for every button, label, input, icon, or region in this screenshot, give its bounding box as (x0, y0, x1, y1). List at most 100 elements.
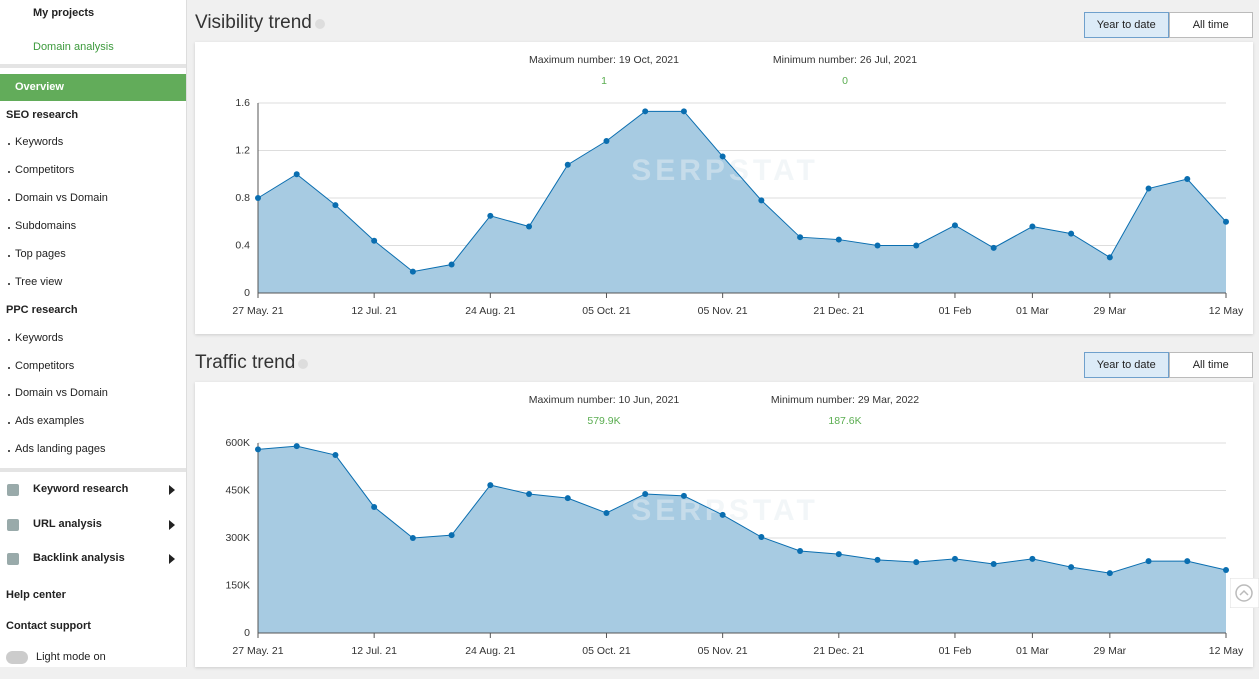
nav-item[interactable]: Contact support (6, 620, 91, 632)
button[interactable]: Year to date (1084, 352, 1169, 378)
button[interactable]: All time (1168, 352, 1253, 378)
point (332, 202, 339, 209)
point (951, 222, 958, 229)
annotation: Minimum number: 26 Jul, 2021 (773, 54, 917, 66)
point (371, 503, 378, 510)
icon (7, 553, 19, 565)
nav-item[interactable]: Tree view (15, 276, 63, 288)
icon (7, 484, 19, 496)
icon (7, 519, 19, 531)
point (1223, 566, 1229, 573)
arrow (169, 520, 175, 530)
area (258, 111, 1226, 293)
line (257, 110, 1227, 273)
point (874, 242, 881, 249)
x-tick-label: 05 Oct. 21 (582, 645, 631, 657)
y-tick-label: 0.8 (235, 192, 250, 204)
button[interactable]: All time (1168, 12, 1253, 38)
nav-item[interactable]: My projects (33, 7, 95, 19)
x-tick-label: 12 Jul. 21 (351, 305, 397, 317)
point (371, 237, 378, 244)
point (951, 555, 958, 562)
bullet (8, 171, 10, 173)
x-tick-label: 12 May (1209, 645, 1244, 657)
x-tick-label: 21 Dec. 21 (813, 305, 864, 317)
x-tick-label: 01 Mar (1016, 645, 1049, 657)
x-tick-label: 01 Feb (939, 645, 972, 657)
point (874, 556, 881, 563)
x-tick-label: 05 Oct. 21 (582, 305, 631, 317)
separator (0, 64, 186, 68)
y-tick-label: 150K (225, 579, 250, 591)
nav-item[interactable]: Help center (6, 589, 66, 601)
bullet (8, 255, 10, 257)
area (258, 446, 1226, 633)
button[interactable]: Year to date (1084, 12, 1169, 38)
point (758, 534, 765, 541)
annotation: Maximum number: 10 Jun, 2021 (529, 394, 680, 406)
info-icon (298, 359, 308, 369)
nav-item[interactable]: Domain vs Domain (15, 192, 108, 204)
nav-item[interactable]: Ads landing pages (15, 443, 106, 455)
nav-item[interactable]: Competitors (15, 164, 75, 176)
separator (0, 468, 186, 472)
point (1068, 230, 1075, 237)
point (293, 171, 300, 178)
nav-item[interactable]: Top pages (15, 248, 66, 260)
nav-item[interactable]: Light mode on (36, 651, 106, 663)
bullet (8, 339, 10, 341)
x-tick-label: 21 Dec. 21 (813, 645, 864, 657)
point (835, 236, 842, 243)
y-tick-label: 0 (244, 627, 250, 639)
toggle[interactable] (6, 651, 28, 664)
section-title[interactable]: PPC research (6, 304, 78, 316)
watermark: SERPSTAT (631, 154, 819, 187)
point (642, 490, 649, 497)
point (1184, 558, 1191, 565)
section-title[interactable]: SEO research (6, 109, 79, 121)
nav-active[interactable]: Overview (15, 81, 64, 93)
point (1184, 176, 1191, 182)
point (526, 490, 533, 497)
line (257, 445, 1227, 574)
point (1029, 555, 1036, 562)
nav-item[interactable]: Domain analysis (33, 41, 114, 53)
nav-item[interactable]: Keywords (15, 332, 64, 344)
x-tick-label: 01 Mar (1016, 305, 1049, 317)
point (526, 223, 533, 230)
point (487, 482, 494, 489)
nav-item[interactable]: Keywords (15, 136, 64, 148)
point (913, 242, 920, 249)
point (293, 443, 300, 450)
point (255, 195, 261, 201)
point (797, 547, 804, 554)
info-icon (315, 19, 325, 29)
nav-item[interactable]: Backlink analysis (33, 552, 125, 564)
x-tick-label: 29 Mar (1093, 645, 1126, 657)
active-bg (0, 74, 186, 101)
point (719, 153, 726, 160)
point (990, 560, 997, 567)
x-tick-label: 29 Mar (1093, 305, 1126, 317)
nav-item[interactable]: Keyword research (33, 483, 129, 495)
nav-item[interactable]: Ads examples (15, 415, 85, 427)
nav-item[interactable]: URL analysis (33, 518, 102, 530)
point (1223, 218, 1229, 225)
point (680, 108, 687, 115)
annotation: Maximum number: 19 Oct, 2021 (529, 54, 679, 66)
point (1068, 564, 1075, 571)
nav-item[interactable]: Subdomains (15, 220, 77, 232)
point (255, 446, 261, 453)
annotation-value: 579.9K (587, 415, 620, 427)
annotation-value: 1 (601, 75, 607, 87)
nav-item[interactable]: Competitors (15, 360, 75, 372)
bullet (8, 367, 10, 369)
point (448, 532, 455, 539)
x-tick-label: 01 Feb (939, 305, 972, 317)
y-tick-label: 1.6 (235, 97, 250, 109)
point (758, 197, 765, 204)
scroll-top[interactable] (1230, 578, 1259, 608)
point (603, 509, 610, 516)
nav-item[interactable]: Domain vs Domain (15, 387, 108, 399)
toggle-buttons: Year to date All time (1084, 12, 1253, 38)
